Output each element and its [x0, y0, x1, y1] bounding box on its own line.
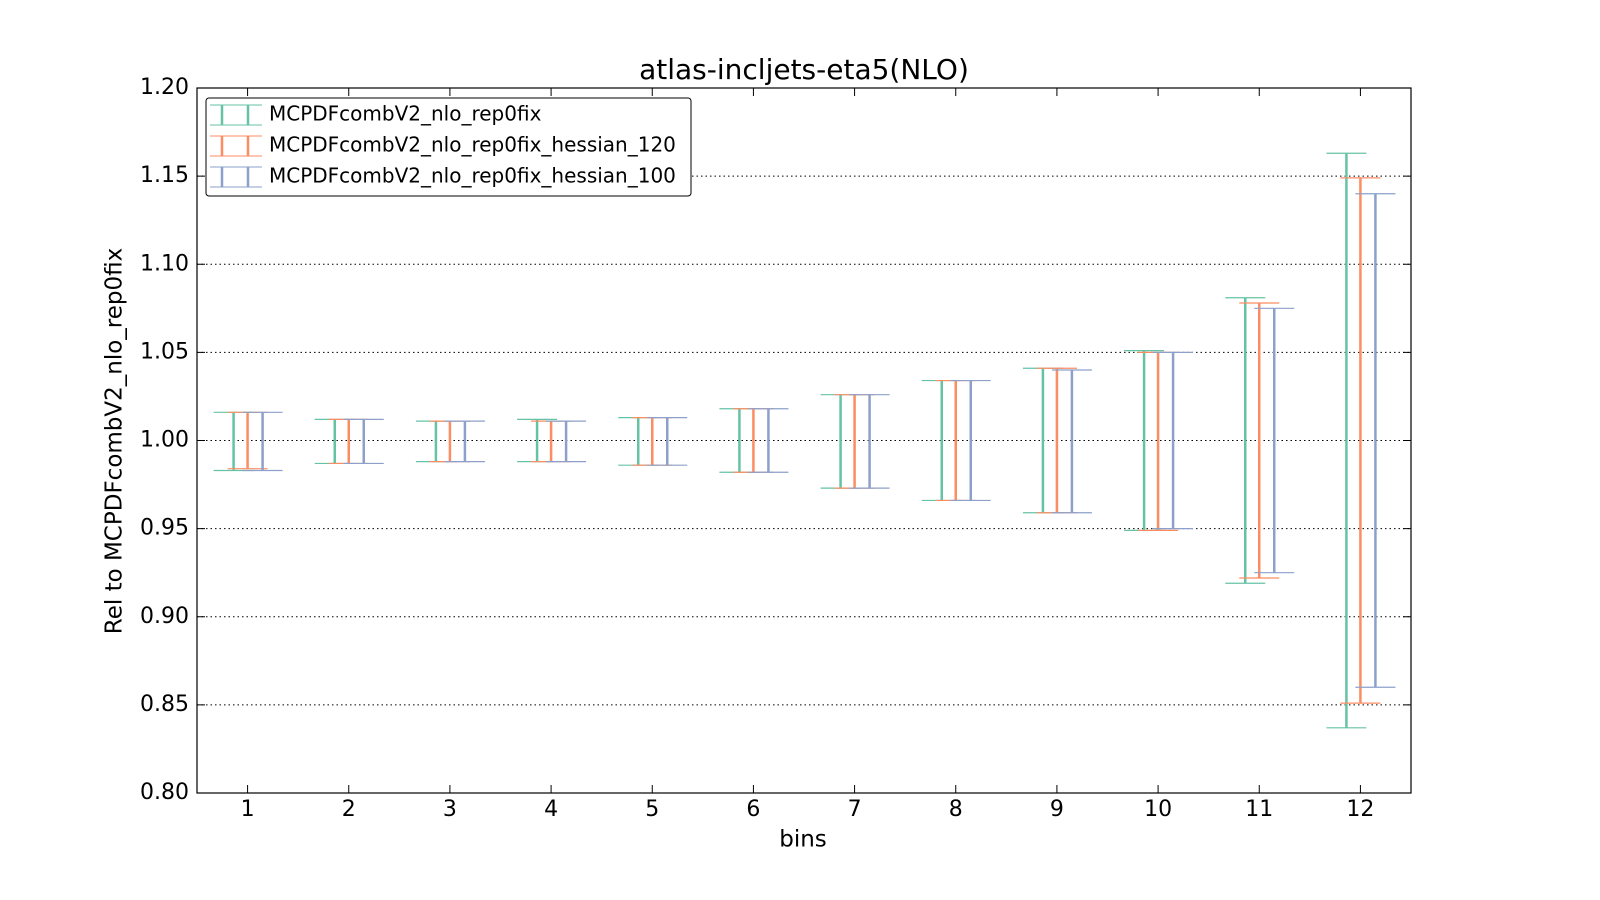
x-tick-label: 4: [544, 797, 558, 822]
x-tick-label: 8: [949, 797, 963, 822]
x-axis-label: bins: [779, 827, 827, 853]
x-tick-label: 7: [848, 797, 862, 822]
y-tick-label: 1.00: [140, 428, 189, 453]
x-tick-label: 10: [1144, 797, 1172, 822]
legend-label: MCPDFcombV2_nlo_rep0fix: [269, 102, 542, 126]
x-tick-label: 12: [1346, 797, 1374, 822]
y-tick-label: 1.05: [140, 339, 189, 364]
legend-label: MCPDFcombV2_nlo_rep0fix_hessian_120: [269, 133, 676, 157]
x-tick-label: 1: [241, 797, 255, 822]
chart-title: atlas-incljets-eta5(NLO): [639, 53, 969, 86]
y-tick-label: 1.20: [140, 75, 189, 100]
y-tick-label: 0.85: [140, 692, 189, 717]
y-tick-label: 0.95: [140, 516, 189, 541]
legend-box: [205, 97, 692, 197]
y-tick-label: 1.10: [140, 251, 189, 276]
x-tick-label: 3: [443, 797, 457, 822]
x-tick-label: 2: [342, 797, 356, 822]
y-tick-label: 0.80: [140, 780, 189, 805]
y-tick-label: 0.90: [140, 604, 189, 629]
x-tick-label: 11: [1245, 797, 1273, 822]
x-tick-label: 6: [746, 797, 760, 822]
y-tick-label: 1.15: [140, 163, 189, 188]
x-tick-label: 5: [645, 797, 659, 822]
legend-label: MCPDFcombV2_nlo_rep0fix_hessian_100: [269, 164, 676, 188]
y-axis-label: Rel to MCPDFcombV2_nlo_rep0fix: [102, 248, 128, 634]
x-tick-label: 9: [1050, 797, 1064, 822]
